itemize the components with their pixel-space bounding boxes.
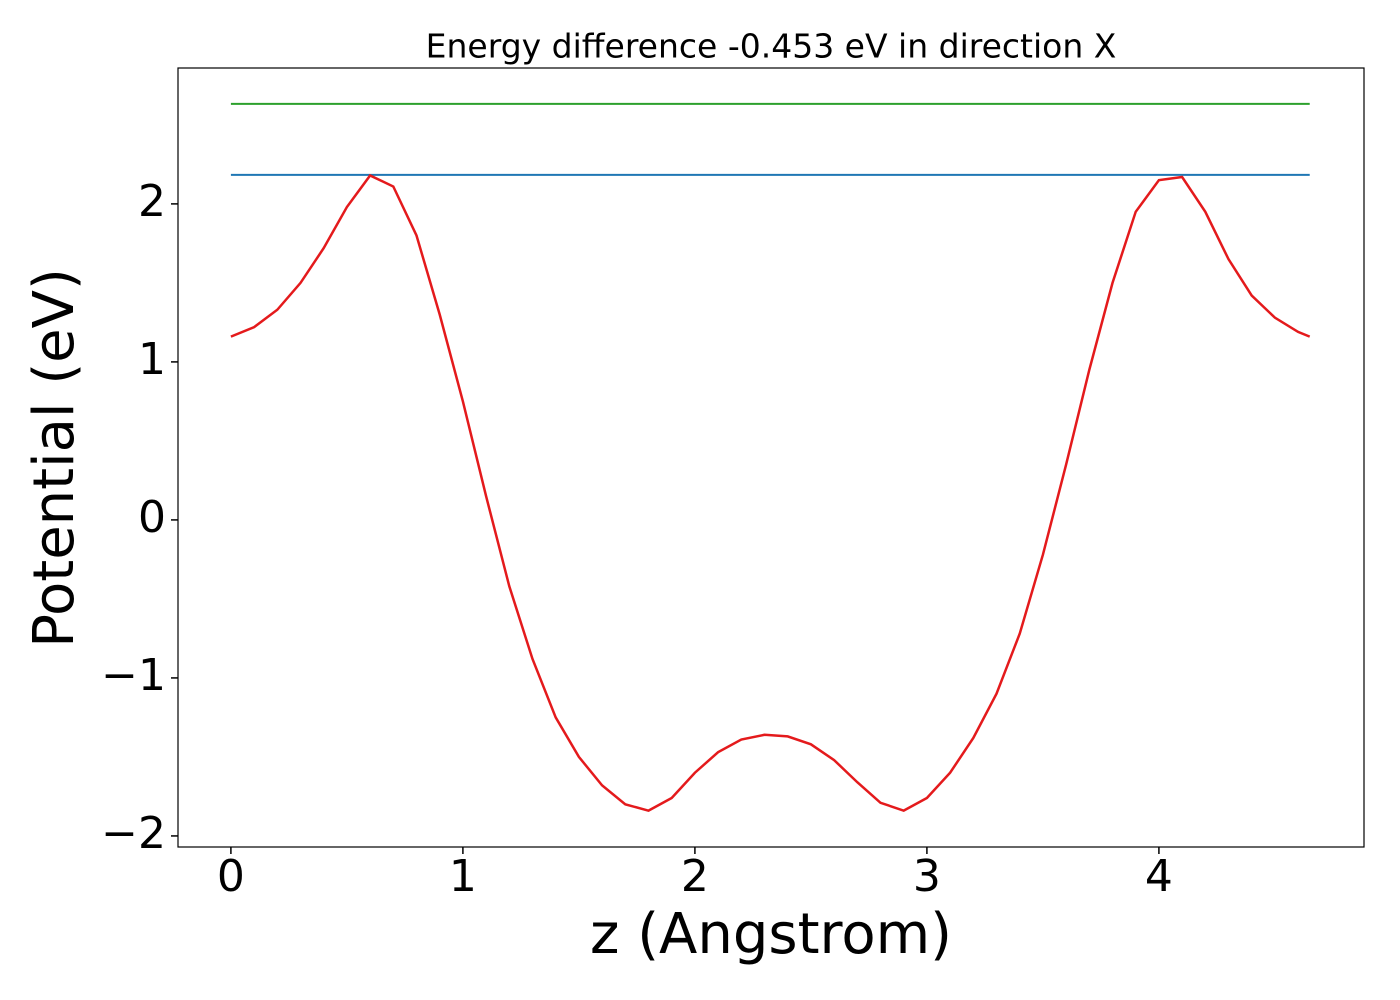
chart-title: Energy difference -0.453 eV in direction… xyxy=(426,27,1117,66)
x-tick-label: 4 xyxy=(1145,851,1173,902)
y-axis-label: Potential (eV) xyxy=(22,268,87,648)
y-tick-label: 1 xyxy=(138,334,166,385)
y-tick-label: −1 xyxy=(101,650,166,701)
y-tick-label: 0 xyxy=(138,492,166,543)
x-tick-label: 1 xyxy=(449,851,477,902)
x-tick-label: 3 xyxy=(913,851,941,902)
y-tick-label: −2 xyxy=(101,808,166,859)
x-tick-label: 0 xyxy=(217,851,245,902)
data-line xyxy=(230,173,1311,813)
y-tick-label: 2 xyxy=(138,176,166,227)
x-tick-label: 2 xyxy=(681,851,709,902)
x-axis-label: z (Angstrom) xyxy=(590,902,952,967)
plot-frame xyxy=(177,67,1365,848)
